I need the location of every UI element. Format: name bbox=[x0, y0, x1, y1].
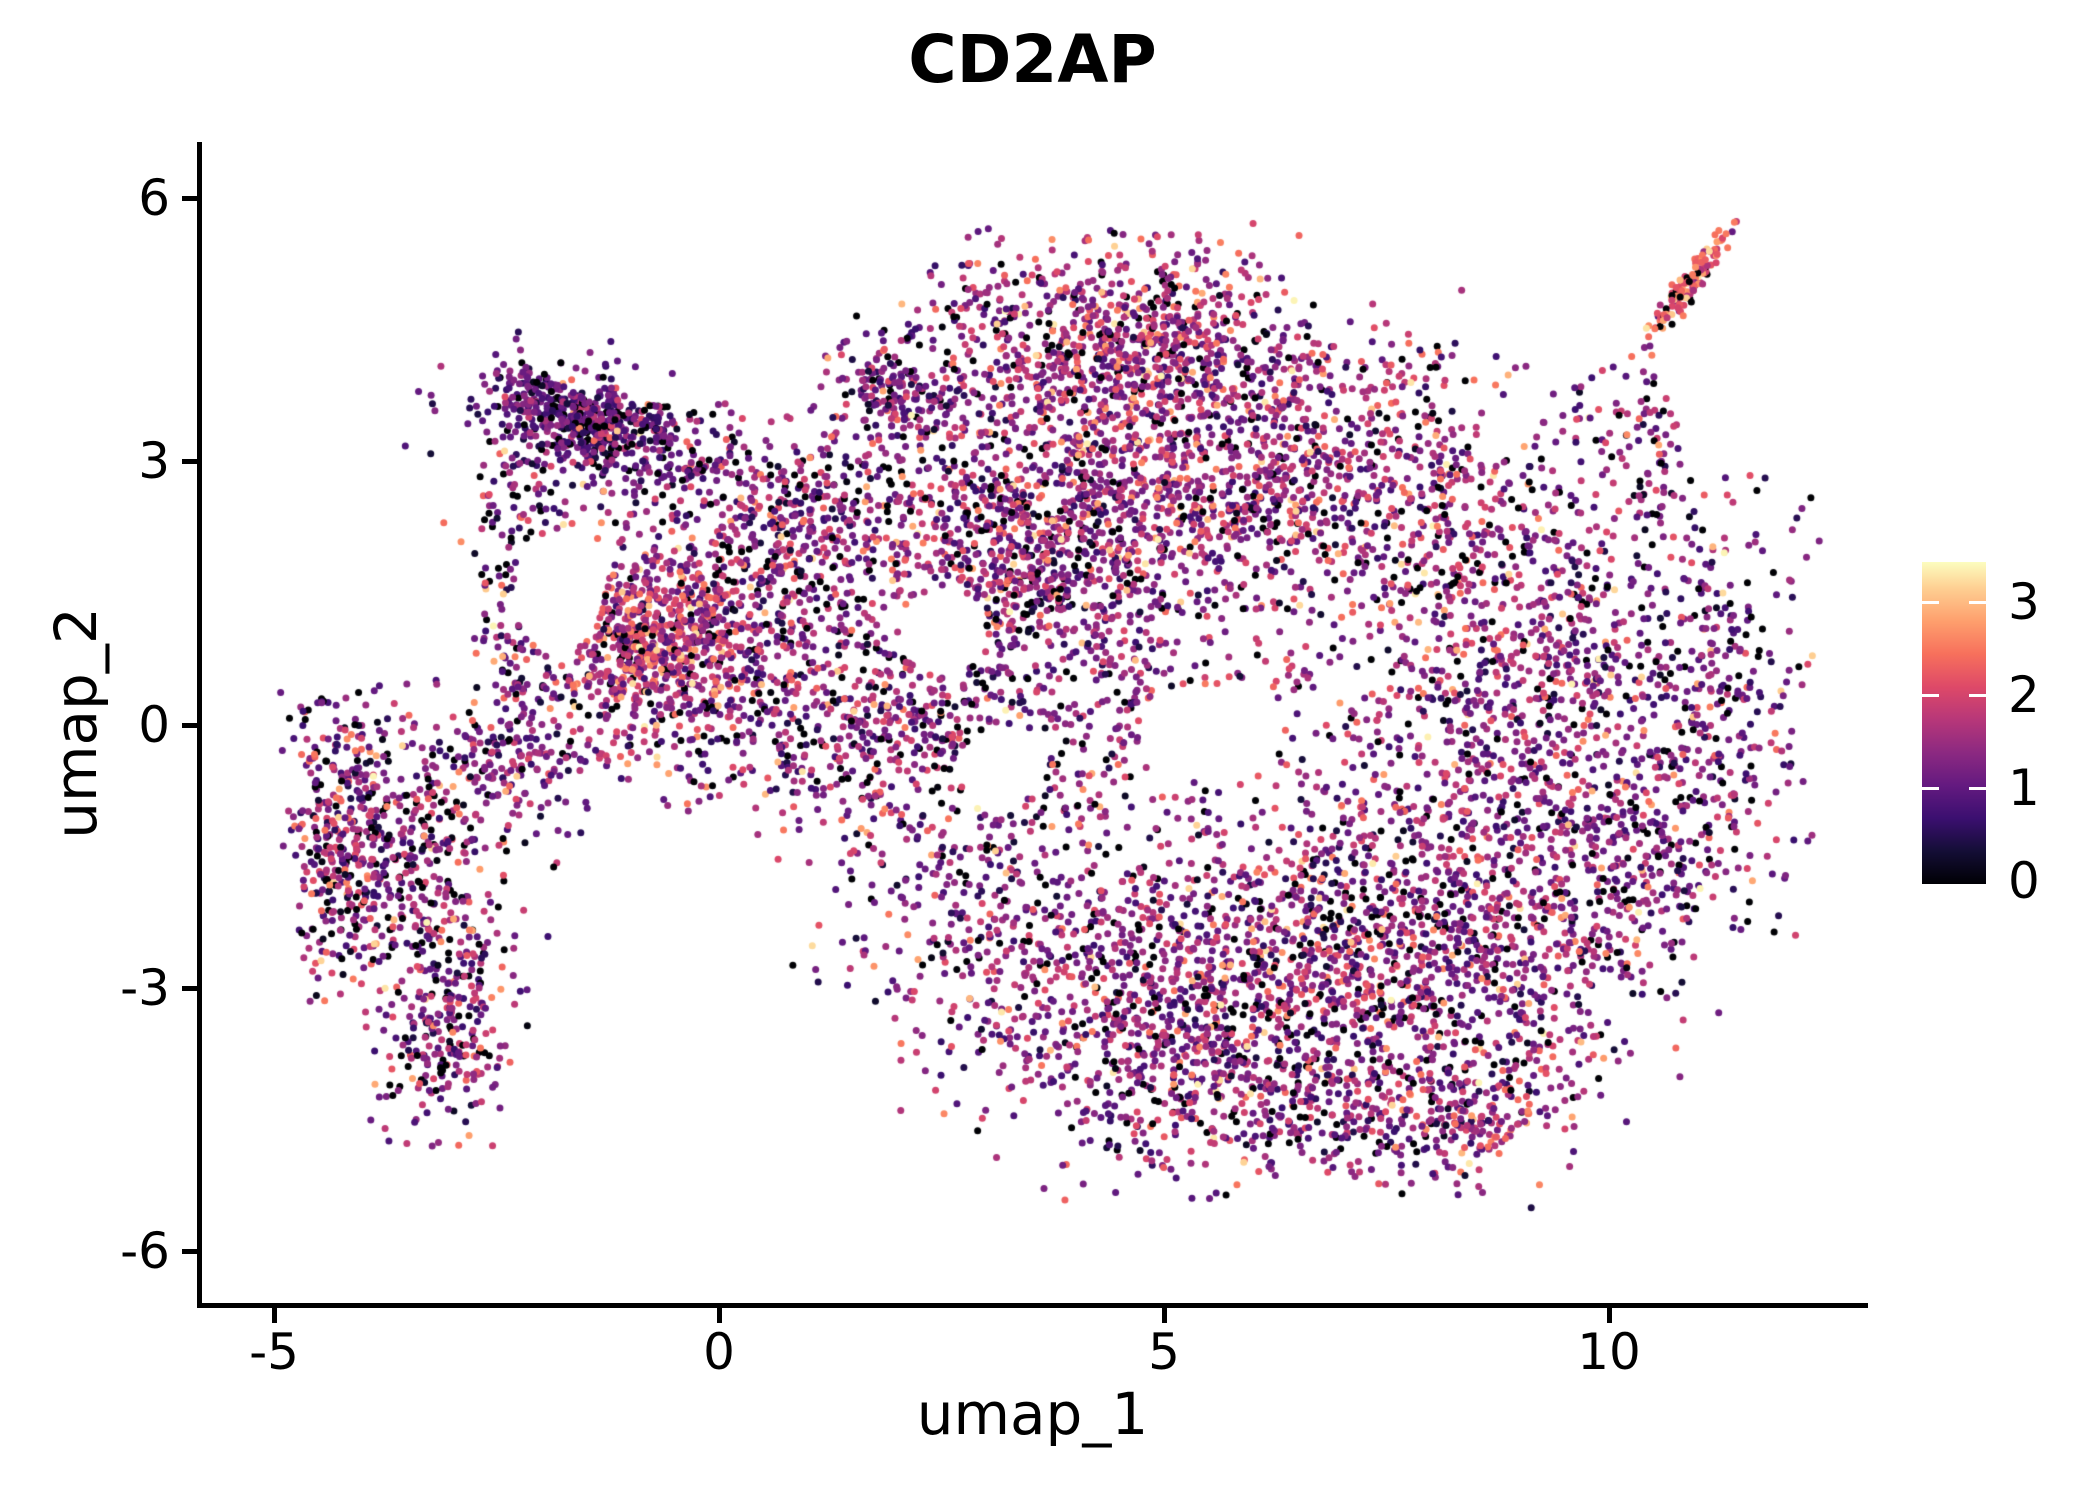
y-tick-mark-3 bbox=[182, 459, 197, 465]
x-tick-label-10: 10 bbox=[1577, 1323, 1641, 1381]
y-tick-label--3: -3 bbox=[120, 958, 170, 1017]
colorbar-tick-left-1 bbox=[1922, 787, 1939, 790]
colorbar-gradient bbox=[1922, 562, 1986, 884]
colorbar-tick-left-3 bbox=[1922, 601, 1939, 604]
y-tick-label-6: 6 bbox=[138, 168, 170, 227]
y-tick-mark--3 bbox=[182, 985, 197, 991]
y-tick-mark--6 bbox=[182, 1249, 197, 1255]
colorbar-label-3: 3 bbox=[2008, 573, 2040, 631]
y-tick-label-0: 0 bbox=[138, 695, 170, 754]
x-tick-mark-0 bbox=[717, 1308, 722, 1323]
y-axis-line bbox=[197, 142, 202, 1308]
x-tick-mark-5 bbox=[1162, 1308, 1167, 1323]
colorbar-tick-right-1 bbox=[1969, 787, 1986, 790]
plot-title: CD2AP bbox=[908, 21, 1157, 98]
colorbar-tick-right-2 bbox=[1969, 694, 1986, 697]
x-axis-title: umap_1 bbox=[916, 1380, 1149, 1448]
x-tick-label-0: 0 bbox=[703, 1323, 735, 1381]
y-axis-title: umap_2 bbox=[42, 607, 110, 839]
y-tick-mark-0 bbox=[182, 722, 197, 728]
x-tick-label--5: -5 bbox=[249, 1323, 299, 1381]
x-tick-mark--5 bbox=[272, 1308, 277, 1323]
colorbar-label-0: 0 bbox=[2008, 852, 2040, 910]
y-tick-mark-6 bbox=[182, 195, 197, 201]
y-tick-label-3: 3 bbox=[138, 432, 170, 491]
x-tick-mark-10 bbox=[1607, 1308, 1612, 1323]
y-tick-label--6: -6 bbox=[120, 1222, 170, 1281]
colorbar-label-1: 1 bbox=[2008, 759, 2040, 817]
colorbar-label-2: 2 bbox=[2008, 666, 2040, 724]
x-axis-line bbox=[197, 1303, 1868, 1308]
colorbar-tick-right-3 bbox=[1969, 601, 1986, 604]
x-tick-label-5: 5 bbox=[1148, 1323, 1180, 1381]
colorbar-tick-left-2 bbox=[1922, 694, 1939, 697]
